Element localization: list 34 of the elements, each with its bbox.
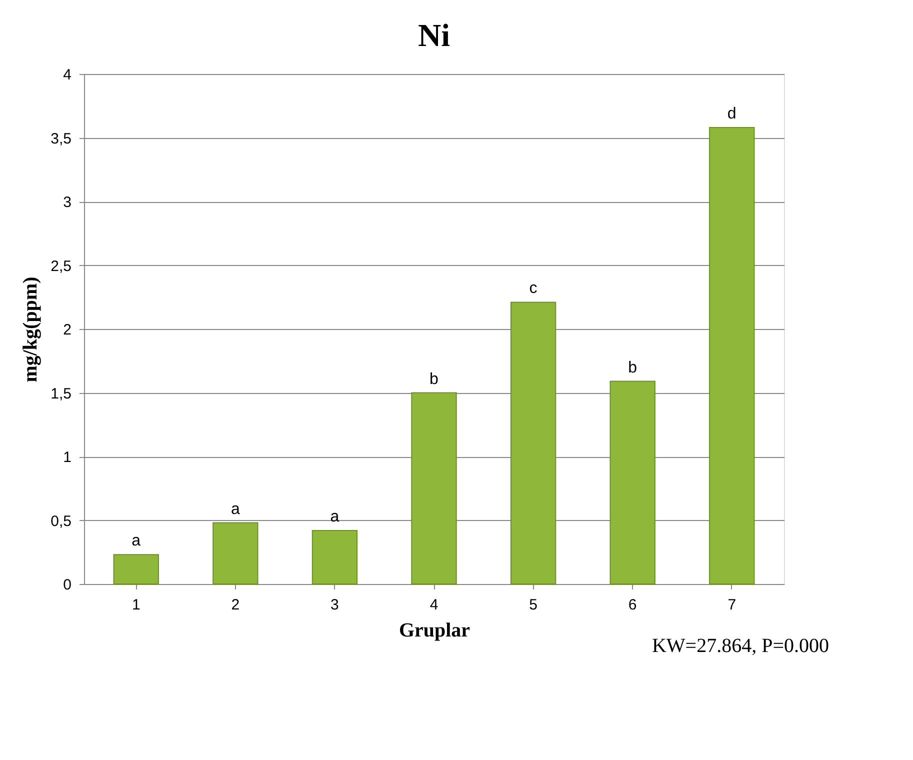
y-tick-label: 4 (63, 66, 72, 84)
x-tick-label: 2 (231, 596, 240, 614)
bar (510, 302, 556, 584)
x-tick-label: 3 (330, 596, 339, 614)
x-axis-title: Gruplar (398, 620, 470, 642)
bar (709, 127, 755, 584)
y-tick-label: 1,5 (50, 385, 72, 402)
y-tick-label: 2 (63, 322, 72, 338)
data-label: b (628, 359, 638, 376)
y-tick-label: 2,5 (50, 258, 72, 275)
y-tick-label: 3 (63, 194, 72, 211)
data-label: c (529, 280, 538, 298)
y-tick-label: 0 (63, 576, 72, 594)
chart-title: Ni (418, 17, 450, 53)
x-tick-label: 7 (728, 596, 736, 614)
bar (113, 554, 159, 584)
y-tick-label: 0,5 (50, 512, 72, 530)
data-label: a (230, 500, 240, 518)
y-tick-label: 3,5 (50, 130, 72, 148)
x-tick-label: 4 (430, 596, 438, 614)
data-label: b (430, 370, 439, 388)
x-tick-label: 5 (529, 596, 538, 614)
data-label: a (330, 508, 340, 526)
x-tick-label: 1 (132, 596, 140, 614)
y-axis-title: mg/kg(ppm) (20, 276, 42, 382)
bar (610, 380, 656, 584)
y-tick-label: 1 (63, 449, 72, 466)
bar (212, 522, 258, 584)
data-label: d (727, 106, 736, 123)
text: KW=27.864, P=0.000 (652, 635, 829, 657)
data-label: a (132, 532, 141, 550)
x-tick-label: 6 (628, 596, 637, 614)
bar (411, 392, 457, 584)
bar (312, 530, 358, 584)
